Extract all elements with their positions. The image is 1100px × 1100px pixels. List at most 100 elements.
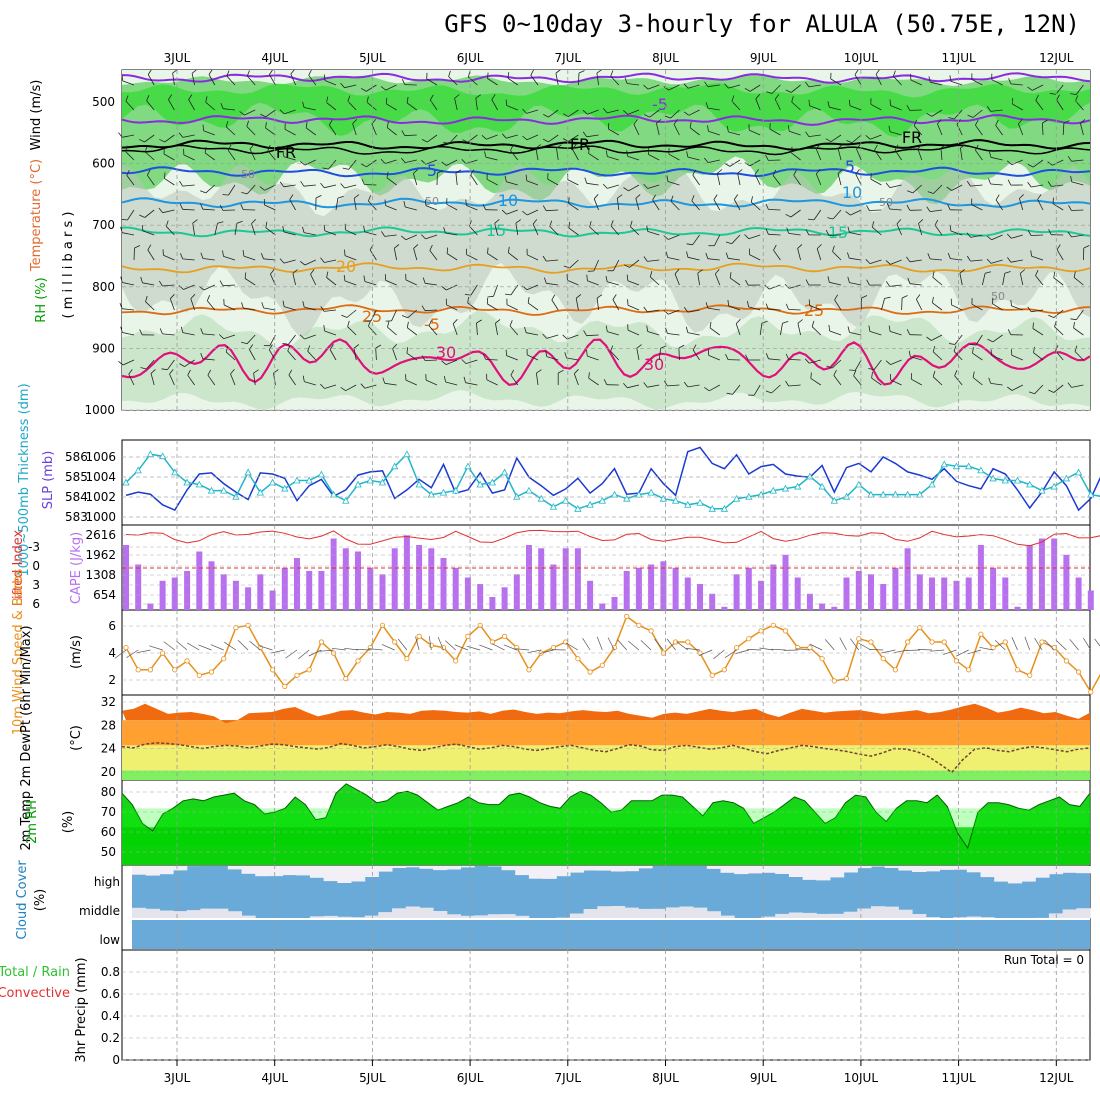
wind-barb: [869, 259, 882, 264]
millibars-axis-label: ( m i l l i b a r s ): [61, 212, 76, 319]
wind-barb: [768, 209, 781, 211]
wind-barb-flag: [279, 181, 285, 188]
wind-barb: [890, 259, 902, 265]
wind-barb-flag: [866, 279, 870, 286]
wind-barb-flag: [446, 247, 449, 254]
cape-bar: [428, 548, 435, 610]
wind10-barb: [126, 649, 139, 658]
wind-barb-flag: [360, 383, 366, 389]
wind-barb-flag: [178, 285, 184, 290]
wind-barb-flag: [586, 350, 588, 357]
wind-barb-flag: [475, 94, 482, 99]
cloud-high-gap: [542, 866, 557, 879]
wind-barb-flag: [462, 139, 468, 143]
wind-barb: [366, 84, 377, 92]
slp-ytick: 1004: [85, 470, 116, 484]
wind-barb: [971, 303, 983, 311]
wind10-point: [819, 656, 825, 662]
cloud-high-gap: [501, 866, 516, 871]
cape-bar: [831, 606, 838, 610]
date-label-top: 11JUL: [941, 51, 976, 65]
wind-barb-flag: [683, 83, 689, 89]
wind-barb: [975, 150, 983, 161]
wind-barb-flag: [200, 252, 204, 259]
wind-barb-flag: [551, 294, 556, 301]
wind-barb: [467, 134, 478, 143]
wind-barb: [510, 150, 519, 161]
cloud-middle-gap: [953, 917, 968, 918]
cape-bar: [1038, 538, 1045, 610]
wind-barb: [1052, 203, 1064, 211]
thickness-point: [207, 486, 216, 494]
wind-barb: [896, 223, 902, 236]
wind-barb-flag: [785, 89, 792, 93]
wind-barb-flag: [299, 334, 305, 340]
cloud-middle-gap: [323, 915, 338, 918]
wind-barb-flag: [510, 369, 515, 376]
wind-barb-flag: [827, 101, 830, 108]
wind-barb-flag: [907, 277, 911, 284]
wind-barb-flag: [302, 226, 305, 233]
cloud-high-gap: [405, 866, 420, 868]
wind-barb: [567, 179, 579, 186]
wind-barb-flag: [191, 69, 198, 74]
wind-barb: [527, 302, 539, 311]
wind-barb: [991, 234, 1003, 241]
wind-barb-flag: [239, 111, 245, 116]
wind-barb: [856, 148, 862, 161]
wind-barb: [243, 307, 256, 311]
wind-barb: [385, 84, 397, 91]
wind-barb-flag: [384, 199, 386, 206]
wind-barb: [837, 148, 842, 161]
wind-barb: [264, 204, 276, 211]
wind10-barb: [565, 642, 579, 651]
cape-bar: [660, 561, 667, 610]
cloud-high-gap: [953, 866, 968, 870]
wind-barb: [455, 173, 458, 186]
wind-barb: [991, 79, 1003, 86]
thickness-line: [125, 452, 1100, 510]
wind-barb: [568, 134, 579, 142]
wind-barb-flag: [582, 131, 588, 138]
cape-bar: [489, 597, 496, 610]
wind-barb: [391, 309, 397, 322]
wind-barb: [445, 359, 458, 365]
wind-barb: [265, 127, 276, 136]
wind-barb-flag: [724, 83, 729, 89]
wind-barb-flag: [120, 226, 123, 233]
temp-contour-line: [121, 338, 1091, 386]
wind-barb: [773, 249, 781, 261]
wind-barb-flag: [220, 102, 224, 109]
wind-barb: [816, 248, 822, 261]
wind-barb: [607, 281, 619, 286]
wind-barb-flag: [596, 69, 603, 74]
wind-barb-flag: [861, 295, 868, 299]
wind-barb-flag: [623, 382, 628, 389]
wind-barb: [771, 84, 781, 94]
wind-barb-flag: [422, 277, 426, 284]
cloud-middle-gap: [775, 913, 790, 918]
wind-barb: [169, 298, 175, 311]
wind-barb-flag: [282, 343, 289, 345]
wind-barb: [658, 348, 662, 361]
wind-barb-flag: [726, 392, 733, 395]
wind-barb-flag: [834, 294, 839, 301]
wind-barb-flag: [268, 344, 273, 350]
thickness-point: [671, 496, 680, 504]
wind-barb-flag: [766, 91, 773, 94]
wind-barb-flag: [265, 122, 267, 129]
wind10-point: [978, 631, 984, 637]
wind-barb: [1054, 326, 1064, 336]
wind-barb: [797, 323, 801, 336]
date-label-bottom: 11JUL: [941, 1071, 976, 1085]
wind-barb: [649, 109, 660, 118]
wind-barb: [122, 332, 135, 336]
wind-barb-flag: [744, 162, 751, 167]
cape-bar: [611, 597, 618, 610]
cloud-middle-gap: [309, 916, 325, 918]
wind-barb-flag: [509, 320, 513, 327]
wind-barb: [788, 309, 801, 311]
cape-bar: [526, 545, 532, 610]
